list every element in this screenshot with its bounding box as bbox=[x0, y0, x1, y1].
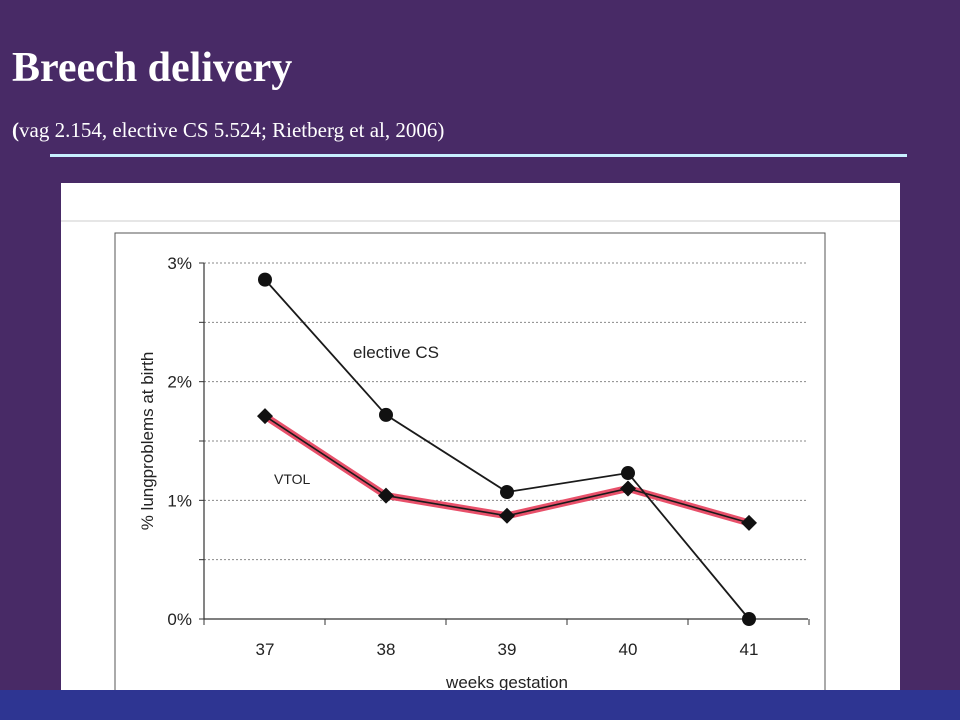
vtol-point bbox=[620, 480, 636, 497]
title-rule bbox=[50, 154, 907, 157]
x-tick-label: 38 bbox=[377, 640, 396, 659]
y-axis-title: % lungproblems at birth bbox=[138, 352, 157, 531]
elective-cs-line bbox=[264, 279, 750, 620]
y-tick-label: 3% bbox=[167, 254, 192, 273]
line-chart: 0% 1% 2% 3% 37 38 39 40 41 elective CS VTOL weeks… bbox=[61, 220, 900, 693]
series-labels: elective CS VTOL bbox=[274, 343, 439, 487]
subtitle-text: vag 2.154, elective CS 5.524; Rietberg e… bbox=[19, 118, 445, 142]
elective-cs-point bbox=[379, 407, 393, 422]
vtol-line bbox=[264, 415, 750, 524]
vtol-highlight bbox=[263, 413, 750, 527]
vtol-point bbox=[257, 408, 273, 425]
subtitle-open-paren: ( bbox=[12, 118, 19, 142]
vtol-point bbox=[741, 514, 757, 531]
axes bbox=[199, 262, 810, 625]
series-lines bbox=[257, 272, 757, 626]
slide-title: Breech delivery bbox=[12, 45, 293, 91]
elective-cs-point bbox=[258, 272, 272, 287]
y-tick-label: 1% bbox=[167, 491, 192, 510]
vtol-label: VTOL bbox=[274, 471, 311, 487]
vtol-point bbox=[378, 487, 394, 504]
elective-cs-point bbox=[742, 612, 756, 626]
chart-frame bbox=[114, 232, 826, 693]
tick-labels: 0% 1% 2% 3% 37 38 39 40 41 bbox=[167, 254, 758, 659]
x-tick-label: 37 bbox=[256, 640, 275, 659]
elective-cs-label: elective CS bbox=[353, 343, 439, 362]
y-tick-label: 2% bbox=[167, 373, 192, 392]
elective-cs-point bbox=[500, 485, 514, 500]
slide-subtitle: (vag 2.154, elective CS 5.524; Rietberg … bbox=[12, 118, 444, 143]
vtol-point bbox=[499, 507, 515, 524]
x-axis-title: weeks gestation bbox=[445, 673, 568, 692]
y-tick-label: 0% bbox=[167, 610, 192, 629]
elective-cs-point bbox=[621, 466, 635, 481]
x-tick-label: 40 bbox=[619, 640, 638, 659]
x-tick-label: 41 bbox=[740, 640, 759, 659]
bottom-band bbox=[0, 690, 960, 720]
figure-panel: 0% 1% 2% 3% 37 38 39 40 41 elective CS VTOL weeks… bbox=[61, 183, 900, 693]
x-tick-label: 39 bbox=[498, 640, 517, 659]
